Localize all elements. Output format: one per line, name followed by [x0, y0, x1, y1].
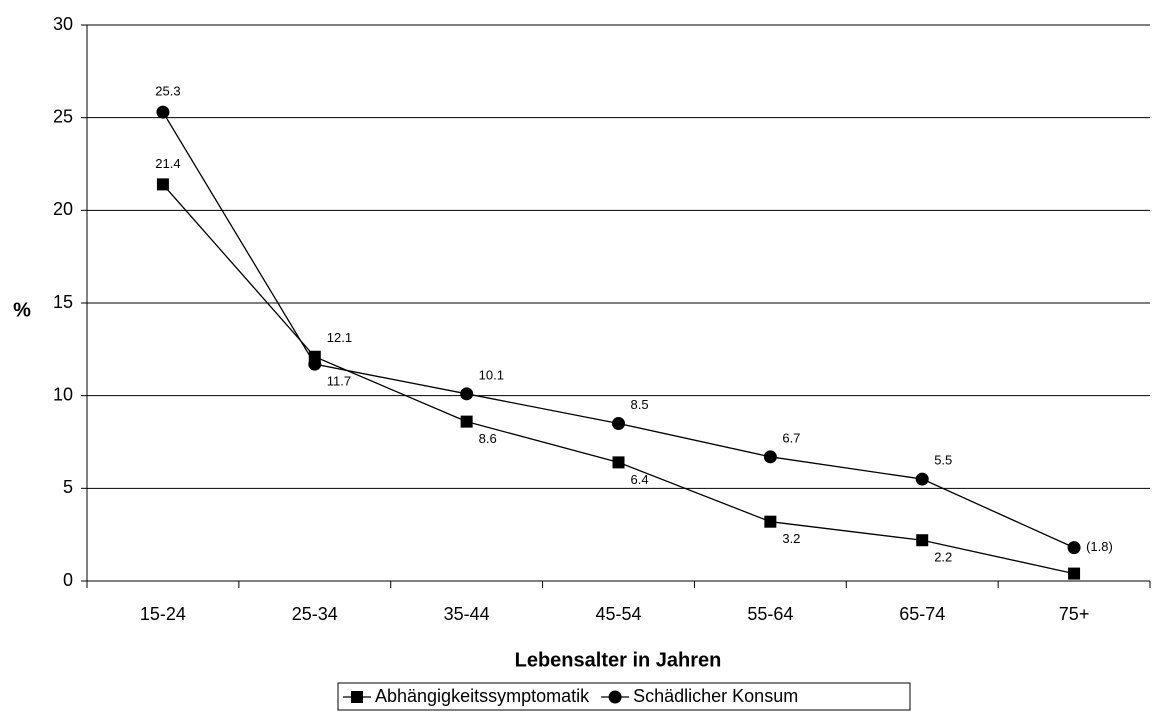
- legend-box: [337, 682, 911, 711]
- y-tick-label: 30: [53, 14, 73, 34]
- marker: [764, 515, 777, 528]
- data-label: 6.7: [782, 430, 800, 445]
- x-axis-label: Lebensalter in Jahren: [515, 649, 722, 671]
- marker: [460, 387, 474, 401]
- marker: [763, 450, 777, 464]
- marker: [1068, 567, 1081, 580]
- data-label: 3.2: [782, 531, 800, 546]
- data-label: (1.8): [1086, 539, 1113, 554]
- x-tick-label: 35-44: [444, 604, 490, 624]
- data-label: 11.7: [327, 374, 351, 389]
- marker: [1067, 541, 1081, 555]
- marker: [608, 690, 622, 704]
- marker: [915, 472, 929, 486]
- marker: [612, 456, 625, 469]
- data-label: 25.3: [155, 84, 180, 99]
- legend-label: Schädlicher Konsum: [633, 686, 798, 706]
- line: [162, 183, 1075, 575]
- data-label: 12.1: [327, 330, 352, 345]
- marker: [156, 105, 170, 119]
- data-label: 2.2: [934, 550, 952, 565]
- data-label: 6.4: [631, 472, 649, 487]
- marker: [916, 534, 929, 547]
- marker: [460, 415, 473, 428]
- marker: [612, 416, 625, 430]
- data-label: 8.6: [479, 431, 497, 446]
- x-tick-label: 55-64: [747, 604, 793, 624]
- marker: [351, 691, 363, 703]
- data-label: 8.5: [631, 397, 649, 412]
- x-tick-label: 65-74: [899, 604, 945, 624]
- data-label: 21.4: [155, 156, 180, 171]
- x-tick-label: 15-24: [140, 604, 186, 624]
- marker: [156, 178, 169, 191]
- line: [162, 111, 1075, 549]
- y-tick-label: 15: [53, 292, 73, 312]
- legend-label: Abhängigkeitssymptomatik: [375, 686, 590, 706]
- data-label: 5.5: [934, 453, 952, 468]
- x-tick-label: 25-34: [292, 604, 338, 624]
- y-tick-label: 5: [63, 477, 73, 497]
- y-tick-label: 10: [53, 384, 73, 404]
- y-axis-label: %: [13, 299, 31, 321]
- marker: [308, 357, 322, 371]
- y-tick-label: 0: [63, 570, 73, 590]
- x-tick-label: 45-54: [595, 604, 641, 624]
- data-label: 10.1: [479, 367, 504, 382]
- y-tick-label: 25: [53, 106, 73, 126]
- y-tick-label: 20: [53, 199, 73, 219]
- x-tick-label: 75+: [1059, 604, 1090, 624]
